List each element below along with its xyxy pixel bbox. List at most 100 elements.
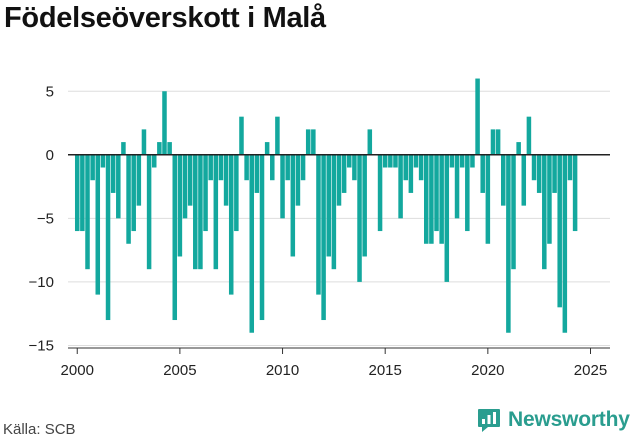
bar: [218, 154, 224, 181]
bar: [506, 154, 511, 333]
bar: [80, 154, 85, 232]
x-tick-label: 2010: [266, 362, 299, 379]
bar: [341, 154, 347, 193]
bar: [531, 154, 537, 181]
bar: [116, 154, 121, 219]
bar: [208, 154, 213, 181]
bar: [403, 154, 408, 181]
bar: [172, 154, 178, 321]
bar: [465, 154, 470, 232]
brand-name: Newsworthy: [508, 408, 630, 431]
y-tick-label: −15: [29, 337, 54, 354]
bar: [290, 154, 296, 257]
bar: [470, 154, 475, 168]
bar: [388, 154, 393, 168]
bar: [198, 154, 203, 270]
bar: [264, 142, 270, 155]
bar: [382, 154, 388, 168]
bar: [280, 154, 285, 219]
x-tick-label: 2000: [61, 362, 94, 379]
bar: [141, 129, 147, 155]
newsworthy-icon: [478, 409, 500, 432]
bar: [444, 154, 450, 282]
bar: [74, 154, 80, 232]
bar: [270, 154, 275, 181]
bar: [213, 154, 219, 270]
bar: [367, 129, 373, 155]
bar: [572, 154, 578, 232]
bar: [177, 154, 183, 257]
bar: [567, 154, 573, 181]
bar: [239, 116, 244, 155]
bar: [85, 154, 90, 270]
bar: [223, 154, 229, 206]
bar: [357, 154, 362, 282]
bar: [182, 154, 188, 219]
bar: [110, 154, 116, 193]
newsworthy-logo[interactable]: Newsworthy: [476, 407, 630, 433]
bar: [542, 154, 547, 270]
bar: [275, 116, 280, 155]
bar: [495, 129, 501, 155]
x-axis: [68, 347, 610, 354]
bar: [244, 154, 249, 181]
bar: [434, 154, 439, 232]
bar: [295, 154, 301, 206]
bar: [187, 154, 193, 206]
bar: [234, 154, 239, 232]
bar: [331, 154, 337, 270]
bar: [536, 154, 542, 193]
y-tick-label: −5: [37, 210, 54, 227]
bar: [377, 154, 383, 232]
x-tick-labels: 2000 2005 2010 2015 2020 2025: [61, 362, 608, 379]
bar: [511, 154, 516, 270]
bar: [100, 154, 106, 168]
bar: [285, 154, 290, 181]
bar: [90, 154, 95, 181]
bar: [203, 154, 208, 232]
y-tick-label: −10: [29, 274, 54, 291]
bar: [151, 154, 157, 168]
bar: [326, 154, 331, 257]
bar: [228, 154, 234, 295]
bar: [500, 154, 506, 206]
bar: [475, 78, 480, 155]
y-tick-label: 5: [46, 83, 54, 100]
bar: [136, 154, 142, 206]
y-tick-label: 0: [46, 147, 54, 164]
bar: [193, 154, 198, 270]
bar: [249, 154, 255, 333]
bar: [562, 154, 568, 333]
bar: [418, 154, 424, 181]
bar: [449, 154, 455, 168]
x-tick-label: 2020: [471, 362, 504, 379]
bar: [398, 154, 403, 219]
x-tick-label: 2015: [369, 362, 402, 379]
bar: [547, 154, 552, 244]
bar: [336, 154, 342, 206]
bar: [352, 154, 357, 181]
bar: [167, 142, 172, 155]
bar: [413, 154, 419, 168]
bar: [311, 129, 316, 155]
grid-lines: [68, 90, 610, 346]
bar: [95, 154, 101, 295]
bar: [429, 154, 434, 244]
source-note: Källa: SCB: [3, 421, 76, 438]
x-tick-label: 2005: [163, 362, 196, 379]
x-tick-label: 2025: [574, 362, 607, 379]
bar: [157, 142, 162, 155]
bar: [316, 154, 321, 295]
bar: [254, 154, 260, 193]
bar: [516, 142, 521, 155]
bar: [321, 154, 326, 321]
bar: [424, 154, 429, 244]
bar: [552, 154, 557, 193]
bar: [162, 91, 167, 155]
bar: [146, 154, 152, 270]
bar: [347, 154, 352, 168]
bar: [459, 154, 465, 168]
bar: [439, 154, 444, 244]
bar: [521, 154, 527, 206]
